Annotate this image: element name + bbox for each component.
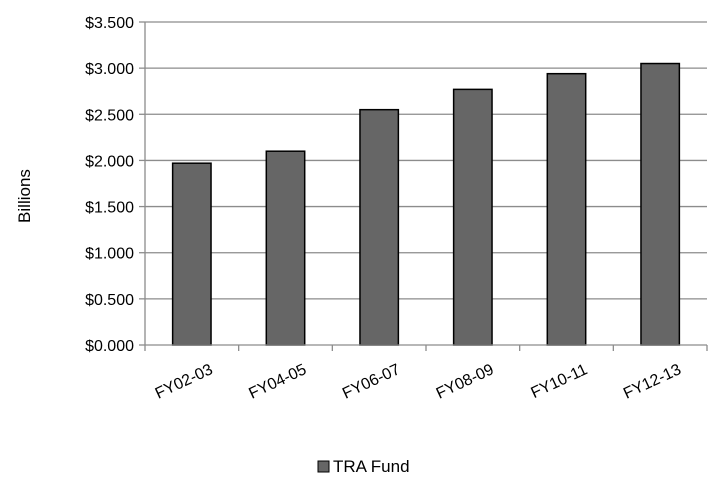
x-tick-label: FY08-09 (434, 361, 497, 402)
bar-fy02-03 (171, 162, 212, 346)
x-tick-label: FY06-07 (340, 361, 403, 402)
y-tick-label: $1.000 (85, 246, 134, 263)
bar-fy08-09 (452, 88, 493, 346)
x-tick-label: FY02-03 (153, 361, 216, 402)
y-tick-label: $3.500 (85, 15, 134, 32)
legend: TRA Fund (317, 457, 410, 476)
legend-label: TRA Fund (333, 457, 410, 476)
gridlines (139, 21, 708, 351)
y-tick-label: $3.000 (85, 61, 134, 78)
bars (171, 62, 681, 346)
bar-fy04-05 (265, 150, 306, 346)
x-tick-label: FY10-11 (528, 361, 590, 402)
y-tick-label: $0.000 (85, 338, 134, 355)
x-tick-label: FY04-05 (246, 361, 309, 402)
y-tick-labels: $0.000 $0.500 $1.000 $1.500 $2.000 $2.500 $3.0… (85, 15, 134, 355)
bar-fy10-11 (546, 72, 587, 346)
x-tick-label: FY12-13 (621, 361, 684, 402)
y-tick-label: $2.000 (85, 153, 134, 170)
y-tick-label: $1.500 (85, 200, 134, 217)
axes (144, 22, 707, 346)
legend-swatch (317, 460, 330, 473)
y-axis-title: Billions (15, 169, 34, 223)
bar-fy12-13 (640, 62, 681, 346)
bar-fy06-07 (359, 108, 400, 346)
y-tick-label: $0.500 (85, 292, 134, 309)
x-tick-labels: FY02-03 FY04-05 FY06-07 FY08-09 FY10-11 FY12-… (153, 361, 684, 402)
y-tick-label: $2.500 (85, 107, 134, 124)
